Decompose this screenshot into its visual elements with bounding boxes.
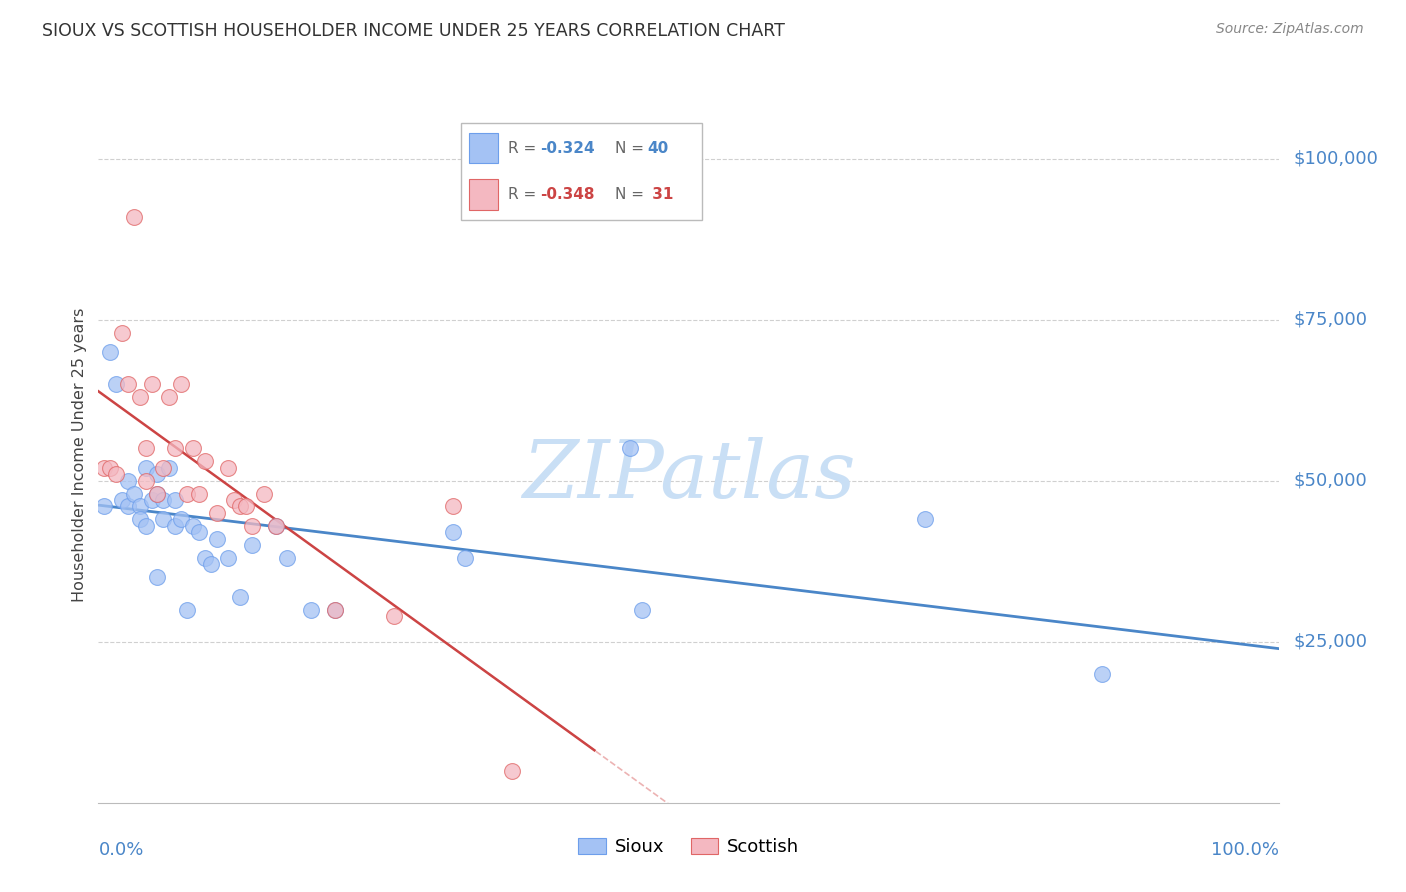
- Point: [135, 460, 157, 475]
- Point: [187, 486, 209, 500]
- Point: [224, 493, 246, 508]
- Text: Source: ZipAtlas.com: Source: ZipAtlas.com: [1216, 22, 1364, 37]
- Text: 40: 40: [647, 141, 668, 156]
- Point: [501, 764, 523, 778]
- Point: [176, 486, 198, 500]
- Text: $100,000: $100,000: [1294, 150, 1378, 168]
- Point: [93, 500, 115, 514]
- Point: [205, 532, 228, 546]
- Bar: [468, 133, 498, 163]
- Text: $25,000: $25,000: [1294, 632, 1368, 651]
- Point: [165, 518, 187, 533]
- Text: N =: N =: [614, 187, 648, 202]
- Point: [187, 525, 209, 540]
- Point: [146, 467, 169, 482]
- Point: [122, 210, 145, 224]
- Point: [205, 506, 228, 520]
- Bar: [468, 179, 498, 210]
- Text: R =: R =: [508, 141, 541, 156]
- Point: [135, 518, 157, 533]
- Point: [152, 493, 174, 508]
- Point: [152, 512, 174, 526]
- Point: [128, 512, 150, 526]
- Point: [141, 377, 163, 392]
- Text: R =: R =: [508, 187, 541, 202]
- Text: 100.0%: 100.0%: [1212, 841, 1279, 859]
- Point: [181, 442, 204, 456]
- Point: [165, 493, 187, 508]
- Point: [146, 486, 169, 500]
- Text: $50,000: $50,000: [1294, 472, 1367, 490]
- Point: [619, 442, 641, 456]
- Point: [181, 518, 204, 533]
- Point: [235, 500, 257, 514]
- Point: [441, 525, 464, 540]
- Point: [111, 326, 134, 340]
- Point: [128, 500, 150, 514]
- Point: [630, 602, 652, 616]
- Point: [141, 493, 163, 508]
- Point: [914, 512, 936, 526]
- Text: -0.324: -0.324: [540, 141, 595, 156]
- Point: [135, 474, 157, 488]
- Point: [453, 551, 475, 566]
- Point: [441, 500, 464, 514]
- Point: [176, 602, 198, 616]
- Text: 31: 31: [647, 187, 673, 202]
- Point: [200, 558, 222, 572]
- FancyBboxPatch shape: [461, 123, 702, 219]
- Point: [152, 460, 174, 475]
- Point: [93, 460, 115, 475]
- Point: [299, 602, 322, 616]
- Point: [157, 390, 180, 404]
- Point: [117, 500, 139, 514]
- Point: [229, 590, 252, 604]
- Point: [146, 570, 169, 584]
- Text: 0.0%: 0.0%: [98, 841, 143, 859]
- Point: [170, 512, 193, 526]
- Point: [105, 377, 128, 392]
- Point: [105, 467, 128, 482]
- Text: -0.348: -0.348: [540, 187, 595, 202]
- Point: [98, 344, 121, 359]
- Text: ZIPatlas: ZIPatlas: [522, 437, 856, 515]
- Point: [170, 377, 193, 392]
- Point: [117, 474, 139, 488]
- Point: [146, 486, 169, 500]
- Point: [253, 486, 276, 500]
- Point: [128, 390, 150, 404]
- Point: [157, 460, 180, 475]
- Point: [276, 551, 298, 566]
- Text: N =: N =: [614, 141, 648, 156]
- Point: [194, 551, 217, 566]
- Text: $75,000: $75,000: [1294, 310, 1368, 328]
- Point: [135, 442, 157, 456]
- Point: [323, 602, 346, 616]
- Point: [122, 486, 145, 500]
- Point: [382, 609, 405, 624]
- Point: [98, 460, 121, 475]
- Point: [1091, 667, 1114, 681]
- Point: [264, 518, 287, 533]
- Point: [240, 518, 263, 533]
- Point: [165, 442, 187, 456]
- Point: [264, 518, 287, 533]
- Point: [217, 460, 239, 475]
- Point: [194, 454, 217, 468]
- Point: [229, 500, 252, 514]
- Text: SIOUX VS SCOTTISH HOUSEHOLDER INCOME UNDER 25 YEARS CORRELATION CHART: SIOUX VS SCOTTISH HOUSEHOLDER INCOME UND…: [42, 22, 785, 40]
- Legend: Sioux, Scottish: Sioux, Scottish: [571, 830, 807, 863]
- Point: [323, 602, 346, 616]
- Point: [240, 538, 263, 552]
- Y-axis label: Householder Income Under 25 years: Householder Income Under 25 years: [72, 308, 87, 602]
- Point: [217, 551, 239, 566]
- Point: [117, 377, 139, 392]
- Point: [111, 493, 134, 508]
